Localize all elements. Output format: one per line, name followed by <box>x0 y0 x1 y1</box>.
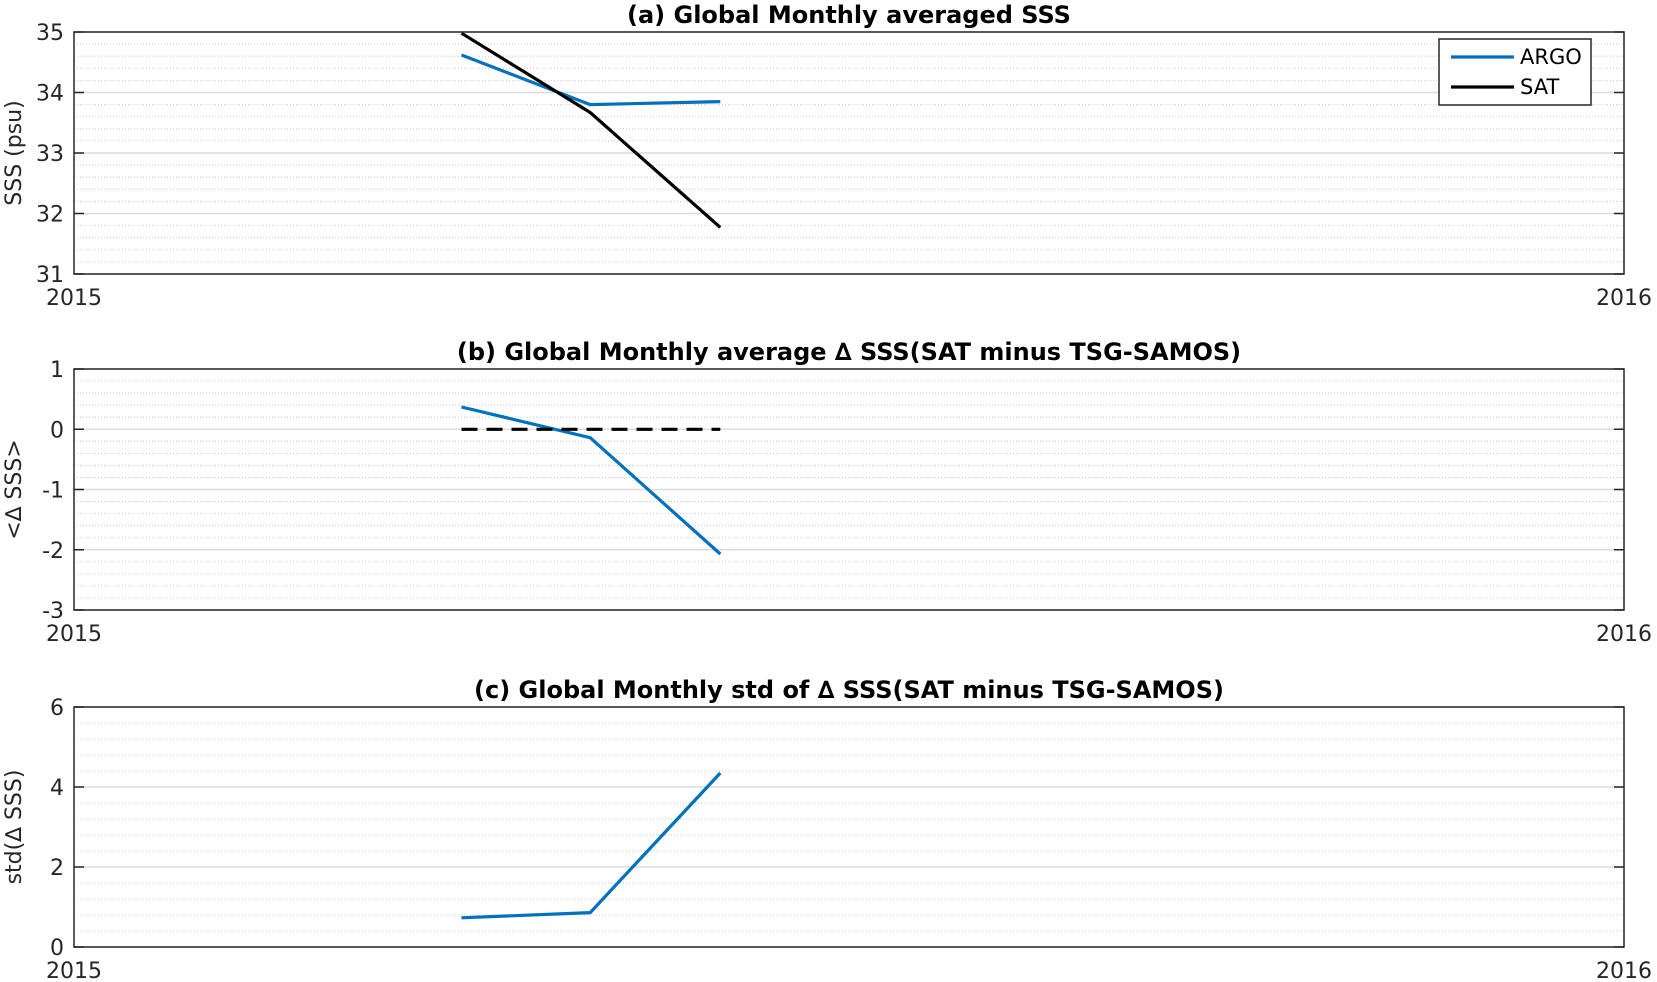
y-tick-label: 1 <box>50 358 64 383</box>
y-tick-label: 4 <box>50 776 64 801</box>
legend-label-sat: SAT <box>1520 75 1559 99</box>
plot-area <box>74 707 1624 947</box>
y-tick-label: 0 <box>50 936 64 961</box>
x-tick-label: 2015 <box>46 286 102 311</box>
x-tick-label: 2015 <box>46 959 102 982</box>
axes-box <box>73 706 1625 948</box>
y-tick-label: -2 <box>42 539 64 564</box>
y-tick-label: 33 <box>36 142 64 167</box>
y-axis-label: <∆ SSS> <box>2 439 27 539</box>
y-tick-label: 0 <box>50 418 64 443</box>
x-tick-label: 2016 <box>1596 622 1652 647</box>
y-tick-label: 2 <box>50 856 64 881</box>
y-tick-label: 31 <box>36 263 64 288</box>
y-tick-label: -1 <box>42 479 64 504</box>
chart-title: (b) Global Monthly average ∆ SSS(SAT min… <box>457 338 1241 366</box>
legend-box <box>1438 38 1592 106</box>
chart-title: (a) Global Monthly averaged SSS <box>627 1 1071 29</box>
y-axis-label: std(∆ SSS) <box>2 770 27 885</box>
chart-title: (c) Global Monthly std of ∆ SSS(SAT minu… <box>474 676 1224 704</box>
y-tick-label: 32 <box>36 203 64 228</box>
y-axis-label: SSS (psu) <box>2 100 27 205</box>
y-tick-label: 35 <box>36 21 64 46</box>
x-tick-label: 2015 <box>46 622 102 647</box>
x-tick-label: 2016 <box>1596 286 1652 311</box>
x-tick-label: 2016 <box>1596 959 1652 982</box>
y-tick-label: 34 <box>36 82 64 107</box>
legend-label-argo: ARGO <box>1520 45 1582 69</box>
y-tick-label: -3 <box>42 599 64 624</box>
y-tick-label: 6 <box>50 696 64 721</box>
